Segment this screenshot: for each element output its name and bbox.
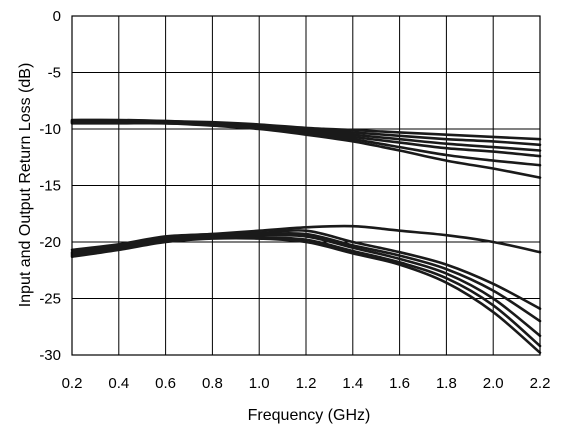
y-tick-label: -20 (39, 234, 61, 251)
plot-border (71, 15, 541, 356)
y-axis-label: Input and Output Return Loss (dB) (17, 63, 34, 308)
x-tick-label: 0.4 (108, 375, 129, 392)
x-tick-label: 1.2 (296, 375, 317, 392)
x-axis-label: Frequency (GHz) (248, 407, 371, 424)
series-layer (70, 118, 542, 354)
y-tick-label: -25 (39, 291, 61, 308)
x-tick-label: 1.6 (389, 375, 410, 392)
y-tick-labels: 0 -5 -10 -15 -20 -25 -30 (39, 8, 61, 364)
x-tick-label: 1.4 (342, 375, 363, 392)
series-line-12 (70, 236, 542, 354)
y-tick-label: -30 (39, 347, 61, 364)
grid (71, 15, 541, 356)
x-tick-label: 0.8 (202, 375, 223, 392)
x-tick-label: 0.6 (155, 375, 176, 392)
x-tick-label: 1.8 (436, 375, 457, 392)
y-tick-label: -15 (39, 178, 61, 195)
y-tick-label: -5 (48, 65, 61, 82)
x-tick-label: 0.2 (62, 375, 83, 392)
x-tick-labels: 0.2 0.4 0.6 0.8 1.0 1.2 1.4 1.6 1.8 2.0 2.2 (62, 375, 551, 392)
x-tick-label: 2.2 (530, 375, 551, 392)
x-tick-label: 1.0 (249, 375, 270, 392)
plot-frame (71, 15, 541, 356)
series-line-6 (70, 121, 542, 179)
y-tick-label: -10 (39, 121, 61, 138)
y-tick-label: 0 (53, 8, 61, 25)
x-tick-label: 2.0 (483, 375, 504, 392)
